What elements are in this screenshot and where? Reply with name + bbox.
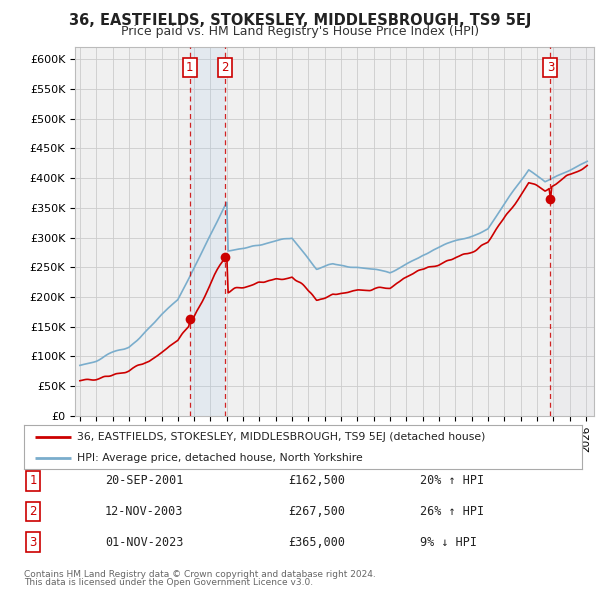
Text: 12-NOV-2003: 12-NOV-2003 [105, 505, 184, 518]
Text: This data is licensed under the Open Government Licence v3.0.: This data is licensed under the Open Gov… [24, 578, 313, 587]
Bar [550, 47, 594, 416]
Text: 26% ↑ HPI: 26% ↑ HPI [420, 505, 484, 518]
Text: £365,000: £365,000 [288, 536, 345, 549]
Bar [190, 47, 224, 416]
Text: 2: 2 [29, 505, 37, 518]
Text: £267,500: £267,500 [288, 505, 345, 518]
Bar [550, 47, 594, 416]
Text: 1: 1 [186, 61, 193, 74]
Text: 1: 1 [29, 474, 37, 487]
Text: 36, EASTFIELDS, STOKESLEY, MIDDLESBROUGH, TS9 5EJ (detached house): 36, EASTFIELDS, STOKESLEY, MIDDLESBROUGH… [77, 432, 485, 442]
Text: 20-SEP-2001: 20-SEP-2001 [105, 474, 184, 487]
Text: 2: 2 [221, 61, 229, 74]
Text: Contains HM Land Registry data © Crown copyright and database right 2024.: Contains HM Land Registry data © Crown c… [24, 570, 376, 579]
Text: 01-NOV-2023: 01-NOV-2023 [105, 536, 184, 549]
Text: 36, EASTFIELDS, STOKESLEY, MIDDLESBROUGH, TS9 5EJ: 36, EASTFIELDS, STOKESLEY, MIDDLESBROUGH… [69, 13, 531, 28]
Text: 3: 3 [29, 536, 37, 549]
Text: 9% ↓ HPI: 9% ↓ HPI [420, 536, 477, 549]
Text: 3: 3 [547, 61, 554, 74]
Text: £162,500: £162,500 [288, 474, 345, 487]
Text: 20% ↑ HPI: 20% ↑ HPI [420, 474, 484, 487]
Text: HPI: Average price, detached house, North Yorkshire: HPI: Average price, detached house, Nort… [77, 453, 363, 463]
Text: Price paid vs. HM Land Registry's House Price Index (HPI): Price paid vs. HM Land Registry's House … [121, 25, 479, 38]
